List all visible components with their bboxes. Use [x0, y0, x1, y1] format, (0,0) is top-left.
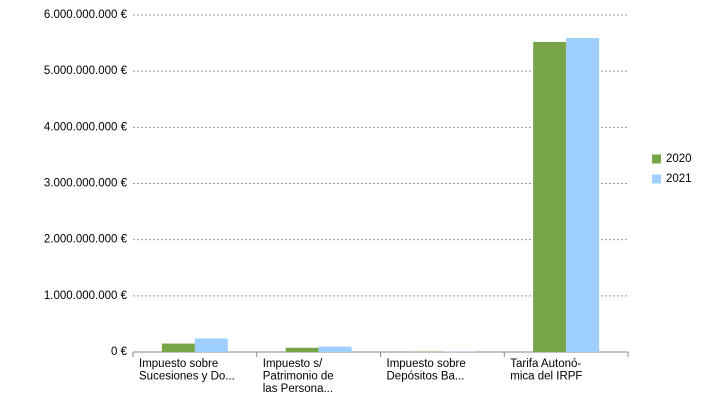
y-tick-label: 5.000.000.000 €: [44, 65, 128, 77]
legend-swatch: [652, 154, 661, 164]
bar: [318, 346, 352, 352]
bar: [161, 343, 195, 352]
legend-swatch: [652, 174, 661, 184]
y-tick-label: 6.000.000.000 €: [44, 9, 128, 21]
bar: [194, 338, 228, 352]
legend-label: 2020: [666, 153, 692, 165]
bar: [566, 38, 600, 353]
bar: [533, 41, 567, 353]
bar: [285, 347, 319, 352]
y-tick-label: 0 €: [111, 346, 128, 358]
y-tick-label: 4.000.000.000 €: [44, 121, 128, 133]
y-tick-label: 3.000.000.000 €: [44, 178, 128, 190]
x-tick-label: Impuesto sobre Sucesiones y Do...: [139, 358, 235, 383]
x-tick-label: Impuesto s/Patrimonio de las Persona...: [263, 358, 334, 395]
legend-label: 2021: [666, 173, 692, 185]
y-tick-label: 1.000.000.000 €: [44, 290, 128, 302]
y-tick-label: 2.000.000.000 €: [44, 234, 128, 246]
x-tick-label: Tarifa Autonó-mica del IRPF: [510, 358, 582, 383]
x-tick-label: Impuesto sobre Depósitos Ba...: [387, 358, 466, 383]
